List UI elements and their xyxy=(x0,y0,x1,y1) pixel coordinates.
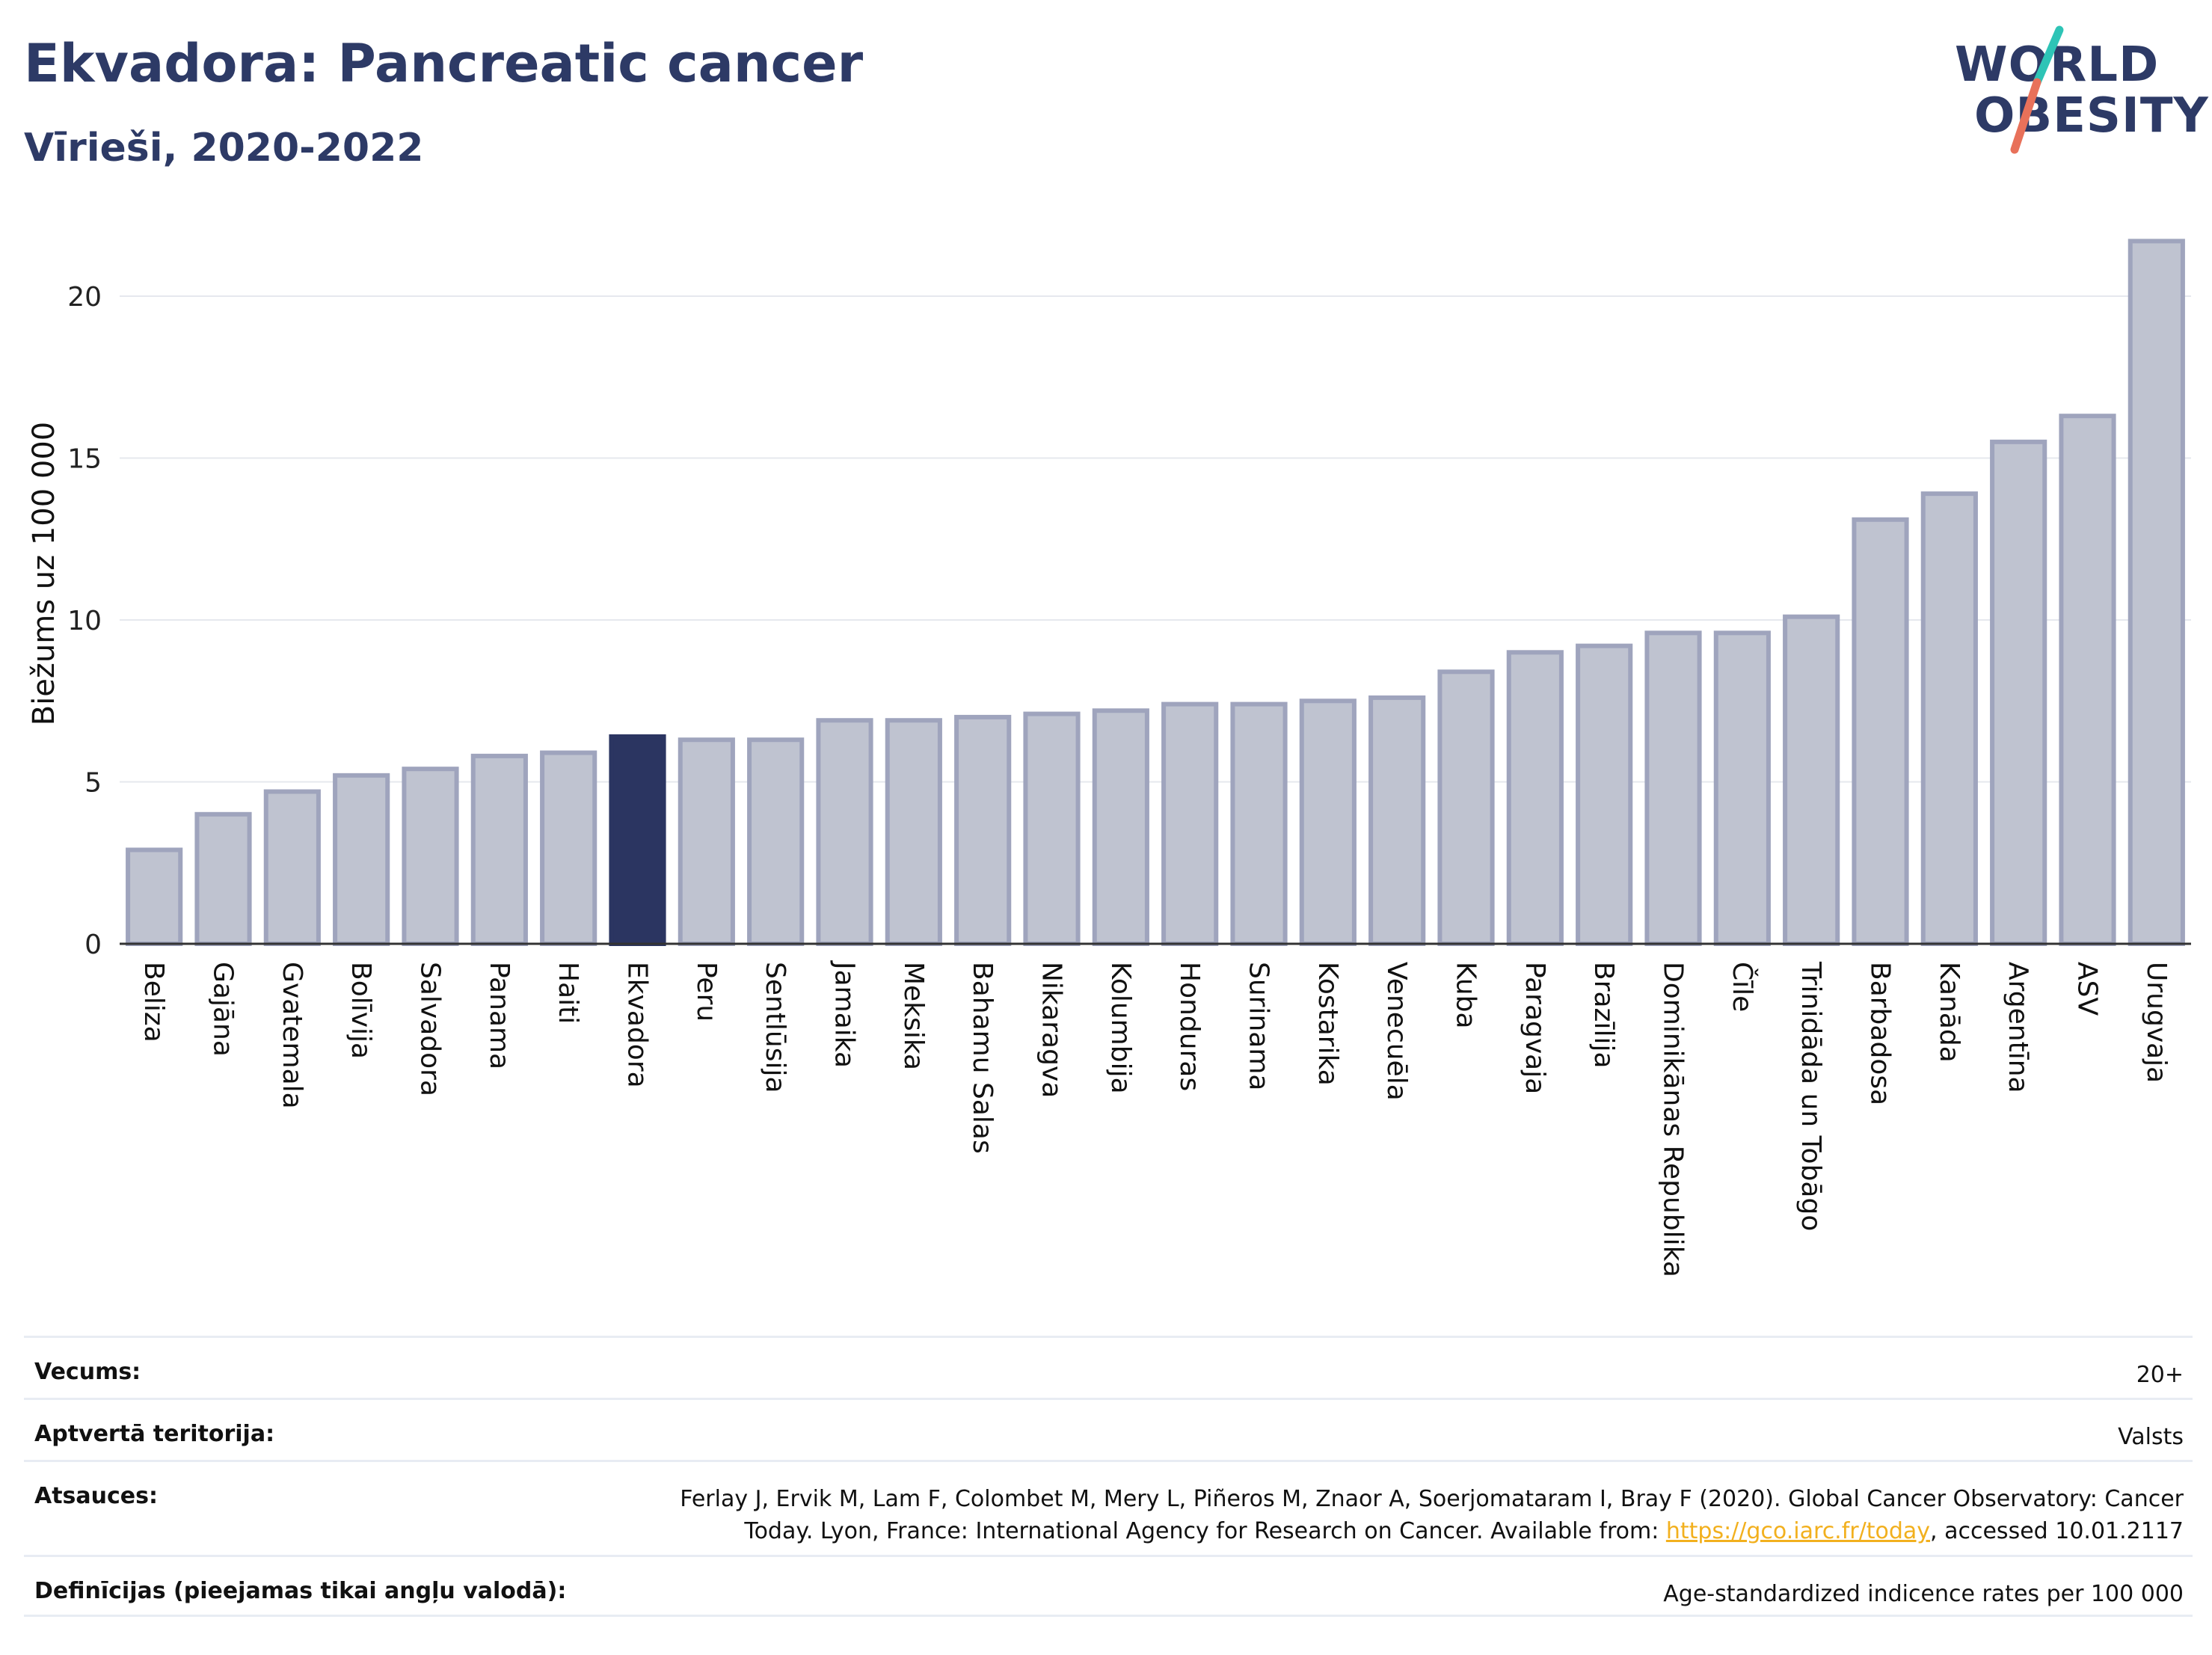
y-tick-label: 20 xyxy=(67,282,102,313)
x-tick-label: Beliza xyxy=(138,962,169,1043)
meta-row-territory: Aptvertā teritorija: Valsts xyxy=(24,1398,2193,1460)
y-tick-label: 15 xyxy=(67,444,102,475)
chart-title: Ekvadora: Pancreatic cancer xyxy=(24,33,864,94)
references-value: Ferlay J, Ervik M, Lam F, Colombet M, Me… xyxy=(680,1483,2184,1547)
references-link[interactable]: https://gco.iarc.fr/today xyxy=(1665,1518,1931,1544)
meta-row-age: Vecums: 20+ xyxy=(24,1336,2193,1398)
x-tick-label: Gajāna xyxy=(208,962,239,1057)
x-tick-label: Čīle xyxy=(1727,962,1758,1012)
x-tick-label: Salvadora xyxy=(415,962,446,1096)
x-tick-label: Kanāda xyxy=(1934,962,1964,1063)
x-tick-label: Kolumbija xyxy=(1105,962,1136,1094)
x-tick-label: Meksika xyxy=(898,962,929,1070)
references-text-line2: Today. Lyon, France: International Agenc… xyxy=(744,1518,1666,1544)
x-tick-label: Gvatemala xyxy=(277,962,307,1109)
x-tick-label: Honduras xyxy=(1174,962,1205,1091)
x-tick-label: Nikaragva xyxy=(1036,962,1067,1098)
x-tick-label: Jamaika xyxy=(829,960,860,1068)
bar xyxy=(1368,695,1426,946)
references-label: Atsauces: xyxy=(34,1483,158,1509)
bar xyxy=(678,737,735,947)
bar xyxy=(126,847,183,947)
y-axis-ticks: 0 5 10 15 20 xyxy=(67,282,102,960)
x-tick-label: Panama xyxy=(484,962,514,1069)
bar xyxy=(470,753,528,946)
bar xyxy=(1437,669,1495,947)
bar xyxy=(1644,630,1702,946)
bar xyxy=(2059,414,2116,946)
bars xyxy=(126,239,2185,947)
territory-label: Aptvertā teritorija: xyxy=(34,1421,275,1447)
x-tick-label: Barbadosa xyxy=(1865,962,1896,1105)
bar xyxy=(540,750,597,947)
logo-text-obesity: OBESITY xyxy=(1974,88,2209,144)
metadata-table: Vecums: 20+ Aptvertā teritorija: Valsts … xyxy=(24,1336,2193,1617)
references-text-line3: , accessed 10.01.2117 xyxy=(1930,1518,2184,1544)
bar xyxy=(1299,698,1357,946)
bar xyxy=(1576,643,1633,946)
territory-value: Valsts xyxy=(2118,1424,2184,1450)
bar xyxy=(1783,614,1840,946)
bar xyxy=(194,811,252,947)
x-axis-labels: Beliza Gajāna Gvatemala Bolīvija Salvadora Pa… xyxy=(138,960,2172,1277)
bar xyxy=(1506,650,1564,946)
x-tick-label: Kostarika xyxy=(1312,962,1343,1086)
bar xyxy=(1092,708,1149,946)
x-tick-label: ASV xyxy=(2072,962,2103,1016)
x-tick-label: Kuba xyxy=(1451,962,1481,1029)
logo-slash-icon xyxy=(2010,25,2064,154)
bar xyxy=(954,714,1012,947)
y-tick-label: 0 xyxy=(85,930,102,960)
y-axis-title: Biežums uz 100 000 xyxy=(27,422,61,726)
bar xyxy=(263,789,321,946)
bar xyxy=(1713,630,1771,946)
definitions-value: Age-standardized indicence rates per 100… xyxy=(1663,1581,2184,1607)
x-tick-label: Urugvaja xyxy=(2141,962,2172,1083)
x-tick-label: Bolīvija xyxy=(345,962,376,1059)
bar xyxy=(333,773,390,946)
x-tick-label: Brazīlija xyxy=(1588,962,1619,1069)
definitions-label: Definīcijas (pieejamas tikai angļu valod… xyxy=(34,1578,567,1604)
x-tick-label: Peru xyxy=(691,962,722,1022)
bar xyxy=(2127,239,2185,946)
bar-chart: 0 5 10 15 20 Beliza Gajāna Gvatemala Bolīvija Sa… xyxy=(27,239,2191,1277)
bar xyxy=(402,767,459,947)
bar xyxy=(1230,701,1288,947)
x-tick-label: Argentīna xyxy=(2003,962,2033,1093)
chart-subtitle: Vīrieši, 2020-2022 xyxy=(24,126,424,171)
x-tick-label: Ekvadora xyxy=(622,962,653,1088)
x-tick-label: Dominikānas Republika xyxy=(1658,962,1689,1277)
bar xyxy=(885,718,942,946)
bar xyxy=(1920,491,1978,946)
age-label: Vecums: xyxy=(34,1359,141,1385)
bar xyxy=(1852,517,1909,946)
world-obesity-logo: WORLD OBESITY xyxy=(1944,22,2208,157)
x-tick-label: Surinama xyxy=(1244,962,1274,1090)
x-tick-label: Bahamu Salas xyxy=(967,962,998,1154)
bar xyxy=(1023,711,1081,946)
y-tick-label: 10 xyxy=(67,606,102,636)
y-tick-label: 5 xyxy=(85,768,102,799)
x-tick-label: Sentlūsija xyxy=(760,962,790,1093)
bar xyxy=(747,737,805,947)
x-tick-label: Trinidāda un Tobāgo xyxy=(1795,961,1826,1231)
x-tick-label: Paragvaja xyxy=(1520,962,1550,1094)
meta-row-references: Atsauces: Ferlay J, Ervik M, Lam F, Colo… xyxy=(24,1460,2193,1555)
bar xyxy=(816,718,873,946)
bar xyxy=(609,734,666,946)
references-text-line1: Ferlay J, Ervik M, Lam F, Colombet M, Me… xyxy=(680,1486,2184,1512)
x-tick-label: Venecuēla xyxy=(1381,962,1412,1101)
age-value: 20+ xyxy=(2136,1362,2184,1388)
bar xyxy=(1161,701,1219,947)
x-tick-label: Haiti xyxy=(553,962,583,1024)
bar xyxy=(1990,439,2047,946)
grid-lines xyxy=(120,295,2191,783)
meta-row-definitions: Definīcijas (pieejamas tikai angļu valod… xyxy=(24,1555,2193,1617)
